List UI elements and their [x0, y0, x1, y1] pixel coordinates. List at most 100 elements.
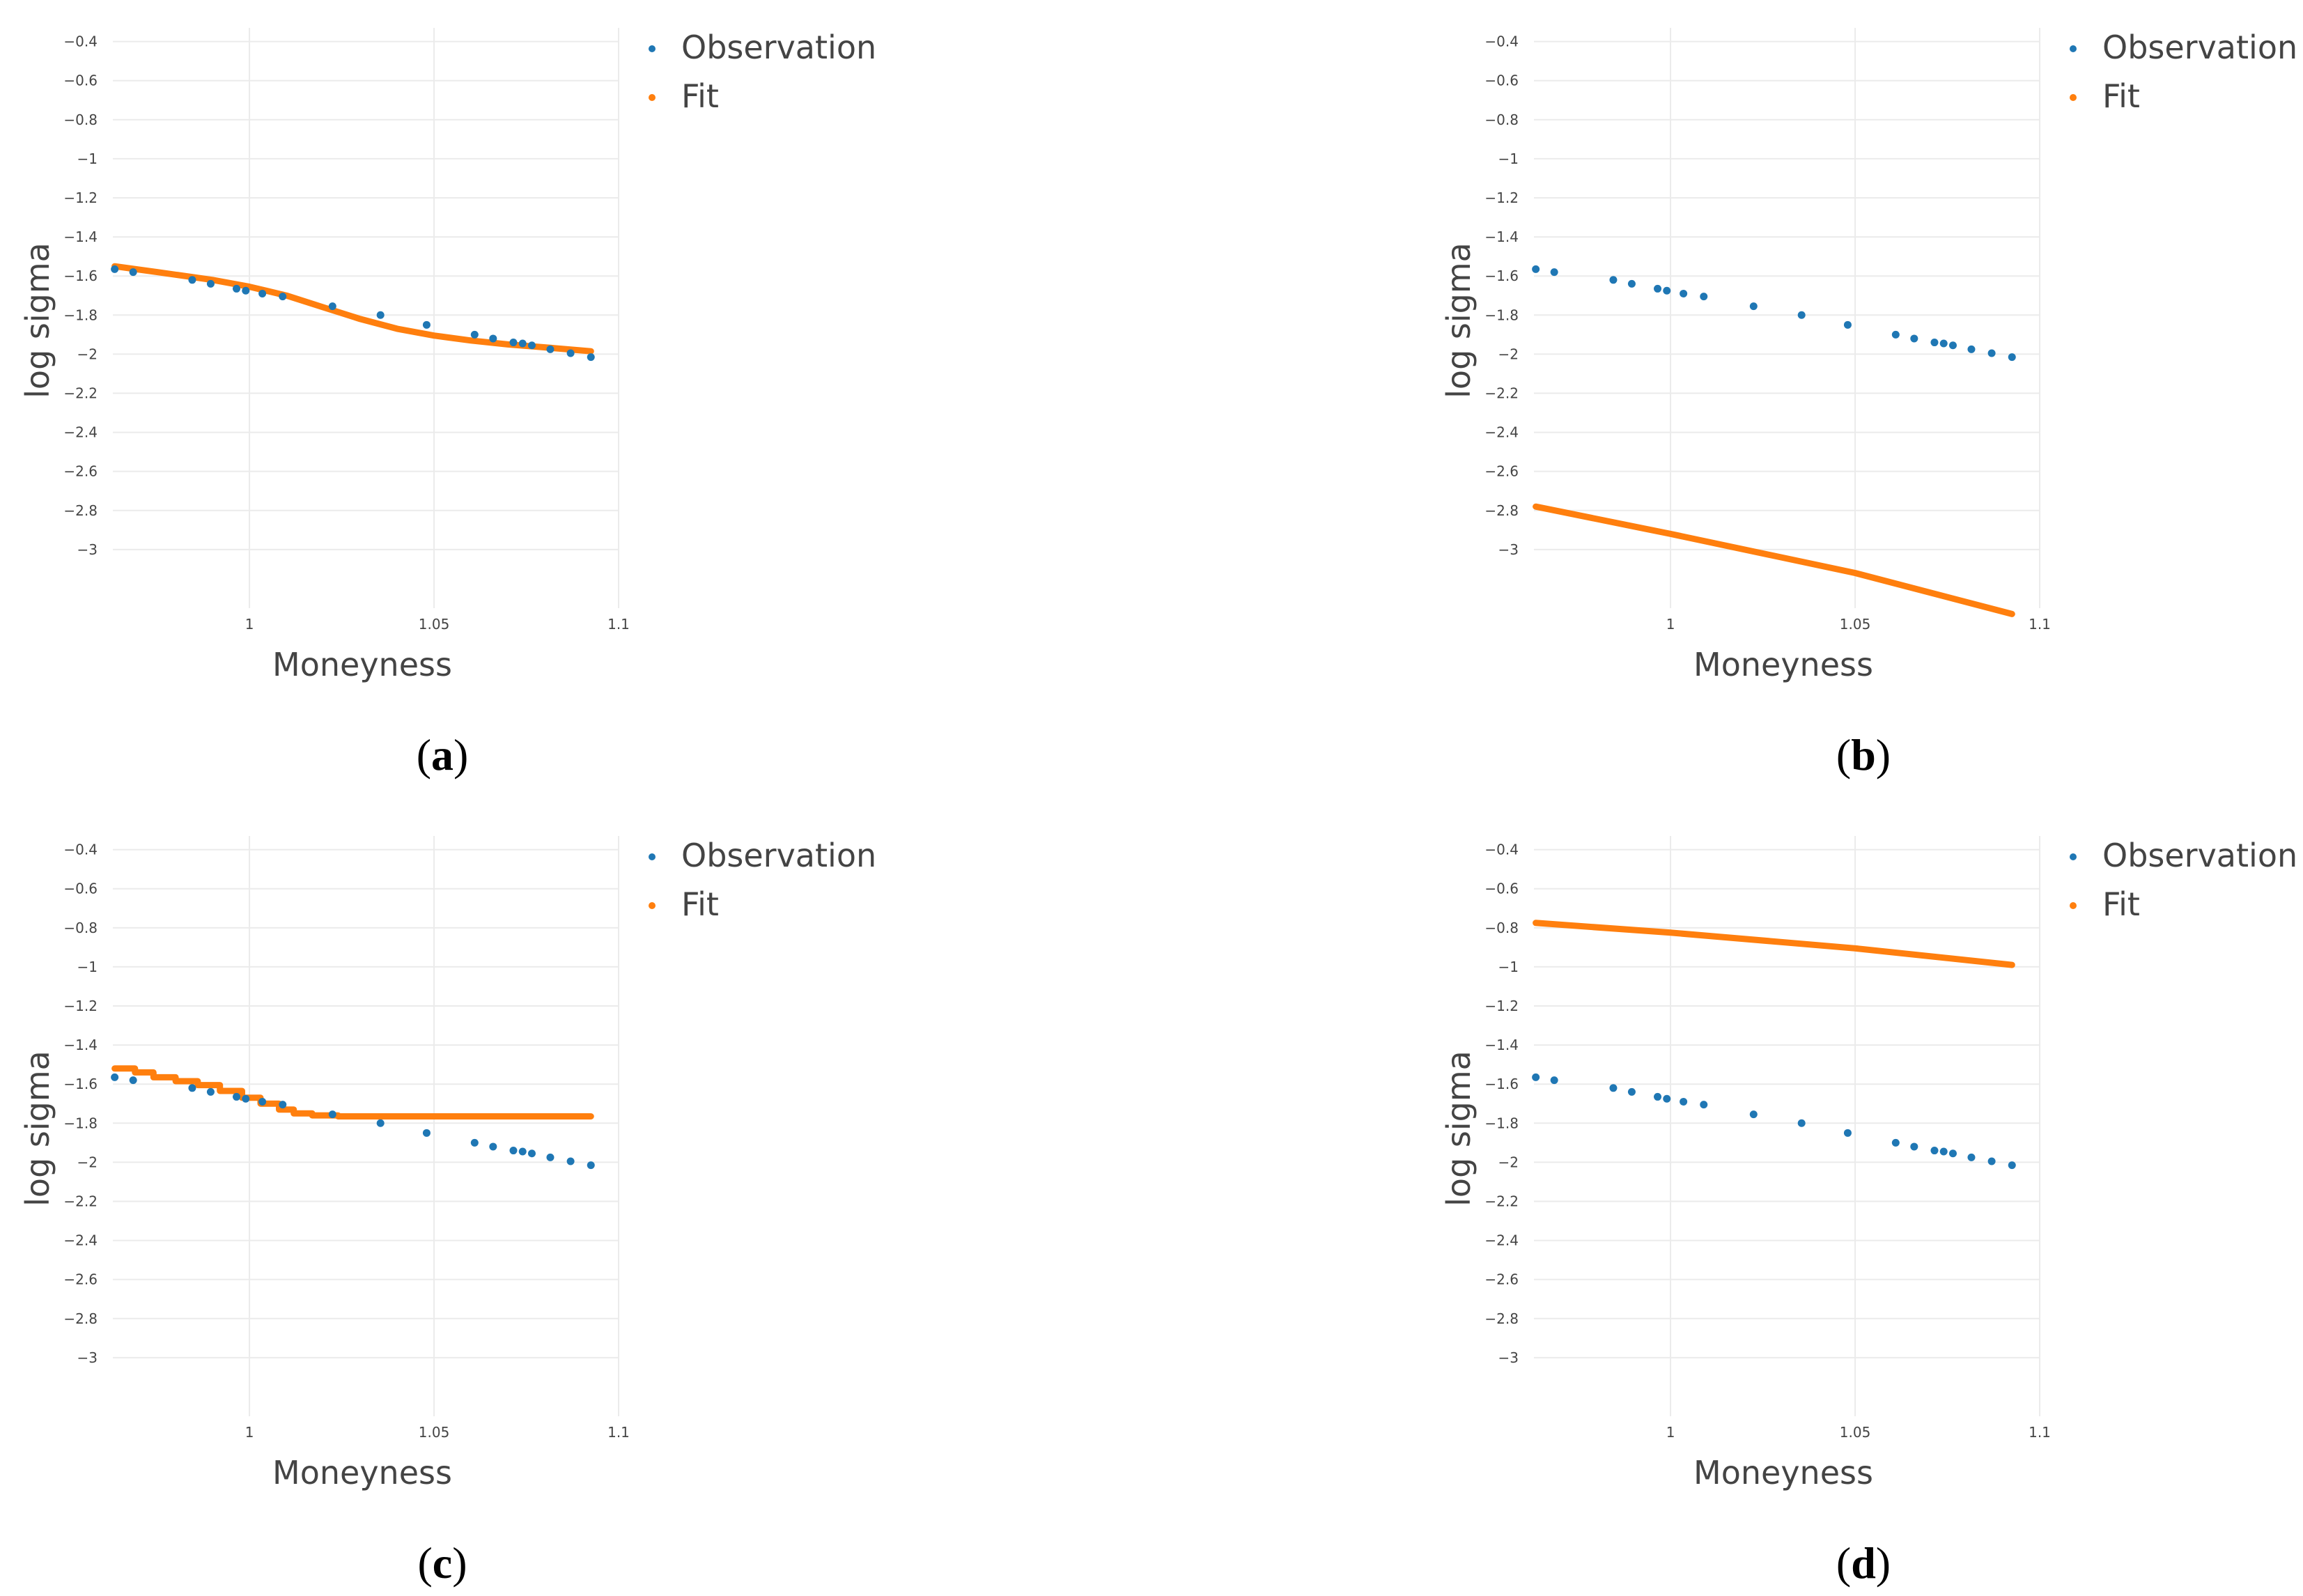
y-tick-label: −3	[1498, 541, 1519, 558]
y-tick-label: −1.8	[63, 307, 98, 323]
y-tick-label: −0.4	[63, 842, 98, 858]
observation-point	[1550, 1076, 1558, 1085]
observation-point	[2008, 1161, 2016, 1170]
observation-point	[1627, 279, 1636, 288]
fit-line	[111, 263, 594, 355]
x-tick-label: 1	[1666, 616, 1675, 633]
observation-point	[376, 1119, 385, 1127]
panel-caption-letter: d	[1851, 1538, 1876, 1588]
observation-point	[1749, 1110, 1758, 1119]
legend-marker-fit[interactable]	[2070, 94, 2077, 101]
legend-label-fit[interactable]: Fit	[2102, 77, 2140, 115]
y-tick-label: −2.2	[1484, 1193, 1519, 1209]
observation-point	[188, 1084, 196, 1092]
observation-point	[1930, 339, 1939, 347]
observation-point	[1609, 1084, 1618, 1092]
y-tick-label: −2.6	[1484, 1271, 1519, 1288]
observation-point	[1680, 289, 1688, 297]
x-tick-label: 1.1	[607, 1424, 630, 1441]
x-tick-label: 1.05	[419, 1424, 450, 1441]
y-tick-label: −0.6	[1484, 881, 1519, 897]
legend-marker-fit[interactable]	[649, 902, 656, 909]
observation-point	[376, 311, 385, 319]
observation-point	[1550, 268, 1558, 277]
observation-point	[1680, 1097, 1688, 1106]
observation-point	[1627, 1087, 1636, 1096]
observation-point	[546, 1153, 555, 1161]
panel-caption-letter: b	[1851, 730, 1876, 780]
observation-point	[566, 1157, 575, 1165]
y-tick-label: −1.4	[63, 1037, 98, 1053]
legend-marker-observation[interactable]	[2070, 853, 2077, 860]
observation-point	[1843, 1129, 1852, 1137]
observation-point	[1948, 341, 1957, 350]
legend-label-observation[interactable]: Observation	[681, 837, 876, 874]
legend-marker-observation[interactable]	[649, 853, 656, 860]
y-tick-label: −1.4	[1484, 228, 1519, 245]
y-tick-label: −2.2	[63, 1193, 98, 1209]
observation-point	[1967, 345, 1976, 353]
panel-caption: (a)	[417, 730, 469, 780]
legend-marker-fit[interactable]	[2070, 902, 2077, 909]
observation-point	[1654, 284, 1662, 293]
chart-panel-c: −0.4 −0.6 −0.8 −1 −1.2 −1.4 −1.6 −1.8 −2 −2.2 −2.4…	[19, 836, 876, 1588]
observation-point	[489, 1142, 497, 1151]
observation-point	[1532, 1073, 1540, 1081]
legend-label-fit[interactable]: Fit	[681, 885, 719, 923]
observation-point	[587, 353, 595, 362]
observation-point	[518, 339, 527, 348]
x-tick-label: 1	[245, 1424, 254, 1441]
y-tick-label: −1.8	[1484, 307, 1519, 323]
y-tick-label: −2	[1498, 346, 1519, 362]
observation-point	[566, 349, 575, 357]
observation-point	[1891, 330, 1900, 339]
observation-point	[206, 1087, 215, 1096]
fit-line	[1533, 503, 2015, 617]
observation-point	[1948, 1149, 1957, 1158]
legend-label-observation[interactable]: Observation	[681, 29, 876, 66]
observation-point	[470, 1138, 479, 1147]
y-tick-label: −0.6	[63, 881, 98, 897]
observation-point	[242, 286, 250, 295]
legend-label-observation[interactable]: Observation	[2102, 29, 2297, 66]
observation-point	[1797, 1119, 1806, 1127]
y-tick-label: −0.8	[1484, 111, 1519, 128]
observation-point	[279, 1101, 287, 1109]
y-tick-label: −3	[77, 541, 98, 558]
observation-point	[1967, 1153, 1976, 1161]
y-tick-label: −1.4	[63, 228, 98, 245]
y-axis-title: log sigma	[1440, 1051, 1478, 1207]
legend-marker-observation[interactable]	[649, 45, 656, 52]
y-tick-label: −2	[77, 1154, 98, 1170]
legend-marker-fit[interactable]	[649, 94, 656, 101]
observation-point	[527, 341, 536, 350]
y-tick-label: −0.8	[63, 111, 98, 128]
x-tick-label: 1.1	[607, 616, 630, 633]
y-tick-label: −2	[77, 346, 98, 362]
legend-marker-observation[interactable]	[2070, 45, 2077, 52]
legend-label-fit[interactable]: Fit	[681, 77, 719, 115]
observation-point	[206, 279, 215, 288]
y-tick-label: −2.2	[1484, 385, 1519, 401]
observation-point	[1939, 1147, 1948, 1156]
legend-label-observation[interactable]: Observation	[2102, 837, 2297, 874]
y-tick-label: −1.6	[63, 268, 98, 284]
y-tick-label: −1	[1498, 150, 1519, 167]
observation-point	[111, 1073, 119, 1081]
panel-caption-letter: a	[431, 730, 453, 780]
y-tick-label: −0.6	[63, 72, 98, 89]
legend-label-fit[interactable]: Fit	[2102, 885, 2140, 923]
observation-point	[1532, 265, 1540, 273]
observation-point	[1700, 1101, 1708, 1109]
x-axis-title: Moneyness	[1693, 646, 1873, 683]
panel-caption: (c)	[417, 1538, 467, 1588]
observation-point	[1891, 1138, 1900, 1147]
observation-point	[1987, 349, 1996, 357]
observation-point	[546, 345, 555, 353]
y-tick-label: −2.4	[63, 1232, 98, 1249]
y-tick-label: −0.8	[63, 920, 98, 936]
y-tick-label: −1	[1498, 959, 1519, 975]
observation-point	[2008, 353, 2016, 362]
x-axis-title: Moneyness	[1693, 1454, 1873, 1492]
